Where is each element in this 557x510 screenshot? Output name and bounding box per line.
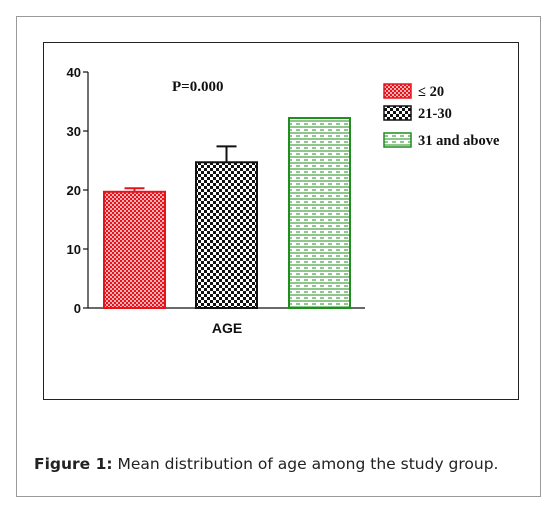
legend-swatch-3	[383, 132, 412, 148]
bar-1	[103, 190, 166, 310]
legend-label-1: ≤ 20	[418, 84, 444, 100]
y-tick-label: 10	[67, 242, 81, 257]
x-category-label: AGE	[212, 320, 242, 336]
chart-frame	[43, 42, 519, 400]
figure-caption-text: Mean distribution of age among the study…	[112, 455, 499, 473]
y-tick-label: 0	[74, 301, 81, 316]
bar-2	[195, 161, 258, 309]
y-tick-label: 40	[67, 65, 81, 80]
figure-caption: Figure 1: Mean distribution of age among…	[34, 455, 498, 473]
legend-swatch-1	[383, 83, 412, 99]
figure-frame	[16, 16, 541, 497]
figure-caption-label: Figure 1:	[34, 455, 113, 473]
y-tick-label: 20	[67, 183, 81, 198]
y-tick-label: 30	[67, 124, 81, 139]
legend-label-2: 21-30	[418, 106, 452, 122]
p-value-annotation: P=0.000	[172, 79, 223, 95]
legend-swatch-2	[383, 105, 412, 121]
bar-3	[288, 117, 351, 309]
legend-label-3: 31 and above	[418, 133, 500, 149]
